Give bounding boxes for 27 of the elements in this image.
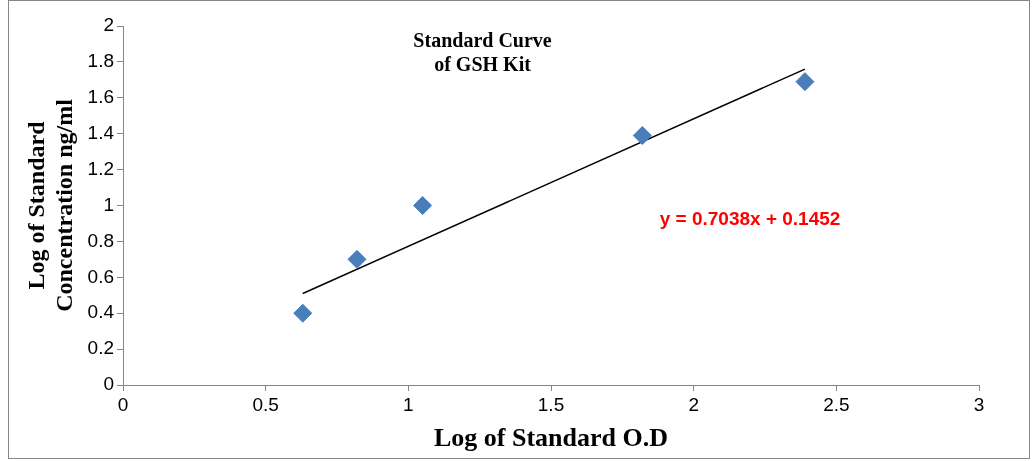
x-tick-label: 2.5 — [823, 393, 850, 415]
x-tick-label: 3 — [973, 393, 985, 415]
y-tick-label: 2 — [103, 14, 115, 36]
y-tick-label: 1.4 — [87, 121, 115, 143]
point — [293, 303, 313, 323]
point — [413, 196, 433, 215]
x-tick-label: 2 — [688, 393, 699, 415]
y-axis-title: Log of Standard Concentration ng/ml — [22, 98, 78, 312]
annotation: y = 0.7038x + 0.1452 — [659, 208, 841, 230]
x-tick-label: 1.5 — [537, 393, 565, 415]
text: Standard Curve of GSH Kit — [413, 29, 552, 76]
y-tick-label: 0.8 — [87, 229, 115, 251]
y-tick-label: 1.2 — [87, 157, 115, 179]
x-axis-title: Log of Standard O.D — [433, 423, 669, 453]
point — [347, 249, 367, 269]
point — [795, 72, 815, 92]
y-tick-label: 0 — [103, 373, 115, 395]
y-tick-label: 0.4 — [87, 301, 115, 323]
y-tick-label: 0.2 — [87, 337, 115, 359]
point — [632, 126, 652, 145]
y-tick-label: 0.6 — [87, 265, 115, 287]
y-tick-label: 1.8 — [87, 50, 115, 72]
x-tick-label: 1 — [403, 393, 414, 415]
x-tick-label: 0 — [117, 393, 129, 415]
x-tick-label: 0.5 — [252, 393, 279, 415]
y-tick-label: 1.6 — [87, 86, 115, 108]
y-tick-label: 1 — [103, 193, 115, 215]
